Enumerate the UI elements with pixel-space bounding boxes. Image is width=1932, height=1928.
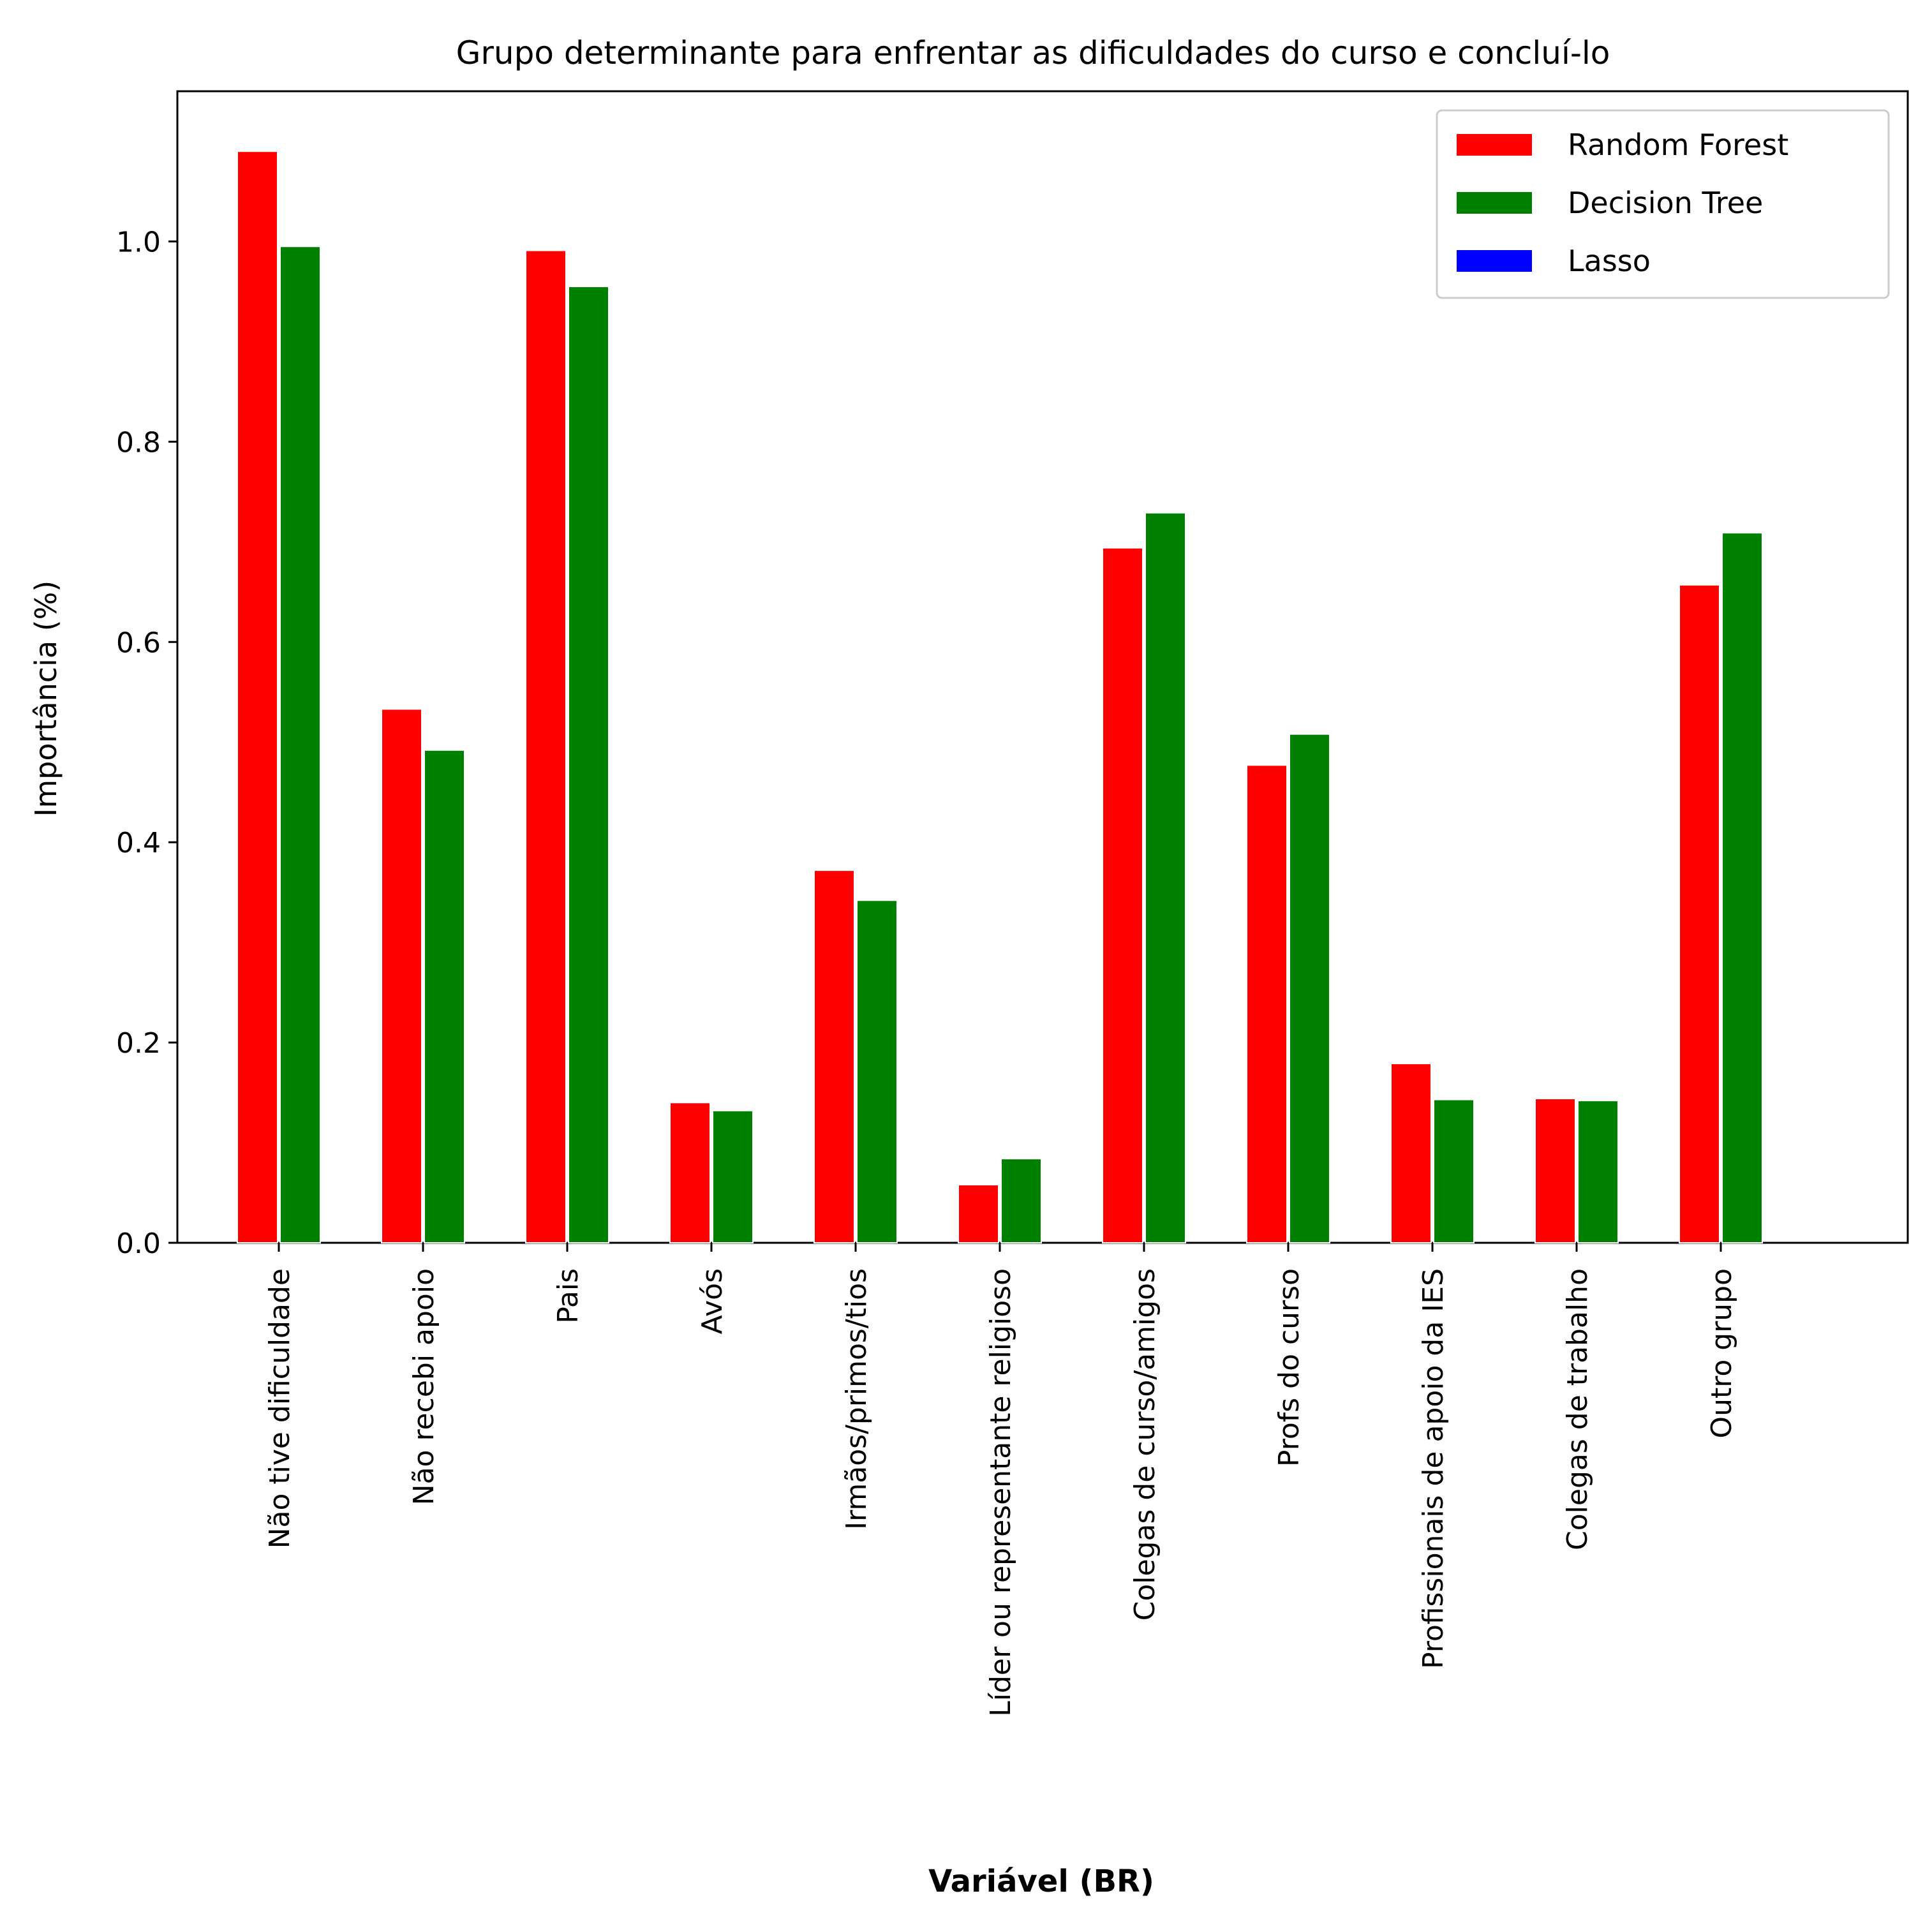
x-axis: Não tive dificuldade Não recebi apoio Pais… xyxy=(264,1243,1738,1717)
legend-swatch xyxy=(1457,192,1532,214)
bar-decision-tree xyxy=(424,749,465,1243)
legend-label: Decision Tree xyxy=(1568,186,1763,220)
y-tick-label: 0.8 xyxy=(116,426,161,459)
bar-decision-tree xyxy=(1000,1158,1042,1243)
x-tick-label: Profs do curso xyxy=(1273,1268,1305,1467)
bar-decision-tree xyxy=(1721,532,1763,1244)
bar-decision-tree xyxy=(279,246,321,1244)
bar-random-forest xyxy=(1534,1097,1576,1244)
legend-label: Lasso xyxy=(1568,244,1651,278)
y-tick-label: 0.2 xyxy=(116,1027,161,1060)
legend-swatch xyxy=(1457,134,1532,156)
bar-decision-tree xyxy=(1145,512,1186,1243)
bar-decision-tree xyxy=(1289,733,1330,1243)
bar-decision-tree xyxy=(568,286,609,1244)
x-tick-label: Colegas de curso/amigos xyxy=(1129,1268,1161,1620)
y-axis-label: Importância (%) xyxy=(29,581,63,817)
x-tick-label: Não tive dificuldade xyxy=(264,1268,296,1548)
bar-random-forest xyxy=(1679,584,1720,1243)
bar-random-forest xyxy=(237,151,278,1243)
x-axis-label: Variável (BR) xyxy=(928,1864,1154,1899)
plot-frame xyxy=(176,90,1909,1244)
legend-swatch xyxy=(1457,250,1532,272)
y-tick-label: 0.4 xyxy=(116,827,161,859)
y-tick-label: 0.0 xyxy=(116,1227,161,1260)
x-tick-label: Irmãos/primos/tios xyxy=(840,1268,873,1530)
y-axis: 0.0 0.2 0.4 0.6 0.8 1.0 xyxy=(116,226,177,1260)
bar-decision-tree xyxy=(1433,1099,1475,1243)
y-tick-label: 0.6 xyxy=(116,627,161,659)
legend-label: Random Forest xyxy=(1568,128,1788,162)
plot-area xyxy=(176,90,1909,1244)
chart-title: Grupo determinante para enfrentar as dif… xyxy=(456,34,1610,71)
y-tick-label: 1.0 xyxy=(116,226,161,258)
bar-random-forest xyxy=(381,708,422,1243)
bar-random-forest xyxy=(814,870,855,1243)
legend-box xyxy=(1436,109,1890,299)
x-tick-label: Profissionais de apoio da IES xyxy=(1417,1268,1450,1669)
bar-random-forest xyxy=(1390,1063,1432,1244)
x-tick-label: Pais xyxy=(552,1268,584,1324)
bar-random-forest xyxy=(669,1102,711,1243)
legend: Random Forest Decision Tree Lasso xyxy=(1436,109,1890,299)
bar-random-forest xyxy=(525,249,567,1243)
bars-layer xyxy=(237,151,1763,1244)
x-tick-label: Avós xyxy=(696,1268,729,1334)
bar-random-forest xyxy=(1102,547,1143,1244)
bar-decision-tree xyxy=(856,900,898,1244)
x-tick-label: Líder ou representante religioso xyxy=(985,1268,1017,1717)
bar-decision-tree xyxy=(1577,1100,1619,1243)
bar-random-forest xyxy=(1246,764,1288,1243)
bar-decision-tree xyxy=(712,1109,754,1243)
x-tick-label: Colegas de trabalho xyxy=(1561,1268,1594,1550)
bar-random-forest xyxy=(958,1183,999,1243)
x-tick-label: Outro grupo xyxy=(1705,1268,1738,1439)
x-tick-label: Não recebi apoio xyxy=(408,1268,440,1505)
